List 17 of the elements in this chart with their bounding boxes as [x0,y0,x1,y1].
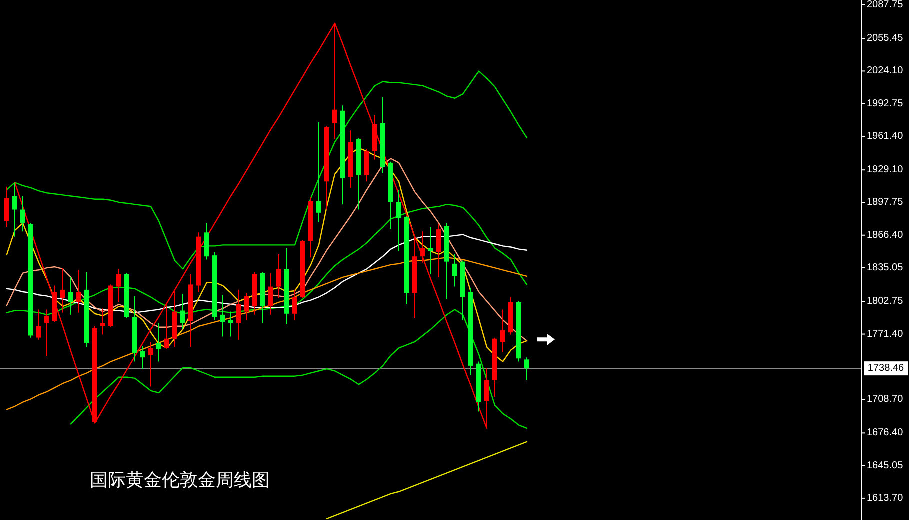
y-tick-label: 1771.40 [867,328,904,340]
y-tick-label: 1897.75 [867,197,904,208]
y-tick-label: 1645.05 [867,460,904,472]
ref-line-label: 1738.46 [868,363,905,374]
y-tick-label: 1835.05 [867,262,904,274]
y-tick-label: 2087.75 [867,0,904,10]
y-tick-label: 1802.75 [867,296,904,308]
y-tick-label: 1929.10 [867,164,904,176]
y-tick-label: 1866.40 [867,230,904,241]
y-tick-label: 1708.70 [867,394,904,406]
y-tick-label: 1961.40 [867,130,904,142]
y-tick-label: 2055.45 [867,33,904,44]
y-tick-label: 2024.10 [867,66,904,77]
y-tick-label: 1992.75 [867,98,904,110]
y-tick-label: 1613.70 [867,492,904,504]
y-tick-label: 1676.40 [867,428,904,439]
text: 国际黄金伦敦金周线图 [90,470,270,491]
